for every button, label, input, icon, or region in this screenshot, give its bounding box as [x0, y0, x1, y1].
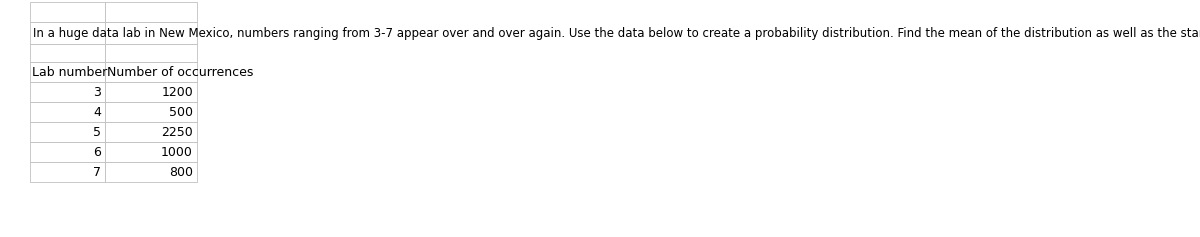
Text: Number of occurrences: Number of occurrences	[107, 65, 253, 78]
Bar	[30, 102, 106, 122]
Bar	[106, 82, 197, 102]
Bar	[30, 44, 106, 62]
Text: In a huge data lab in New Mexico, numbers ranging from 3-7 appear over and over : In a huge data lab in New Mexico, number…	[34, 27, 1200, 40]
Bar	[30, 162, 106, 182]
Text: 5: 5	[94, 126, 101, 138]
Text: 2250: 2250	[161, 126, 193, 138]
Text: 4: 4	[94, 105, 101, 118]
Bar	[106, 122, 197, 142]
Text: 6: 6	[94, 146, 101, 159]
Bar	[106, 44, 197, 62]
Bar	[30, 122, 106, 142]
Bar	[30, 142, 106, 162]
Text: 1200: 1200	[161, 86, 193, 99]
Bar	[106, 62, 197, 82]
Bar	[106, 2, 197, 22]
Text: Lab number: Lab number	[32, 65, 107, 78]
Bar	[106, 162, 197, 182]
Bar	[30, 2, 106, 22]
Bar	[30, 22, 106, 44]
Bar	[106, 142, 197, 162]
Text: 800: 800	[169, 165, 193, 178]
Text: 7: 7	[94, 165, 101, 178]
Bar	[106, 102, 197, 122]
Text: 1000: 1000	[161, 146, 193, 159]
Text: 500: 500	[169, 105, 193, 118]
Bar	[30, 62, 106, 82]
Bar	[106, 22, 197, 44]
Text: 3: 3	[94, 86, 101, 99]
Bar	[30, 82, 106, 102]
